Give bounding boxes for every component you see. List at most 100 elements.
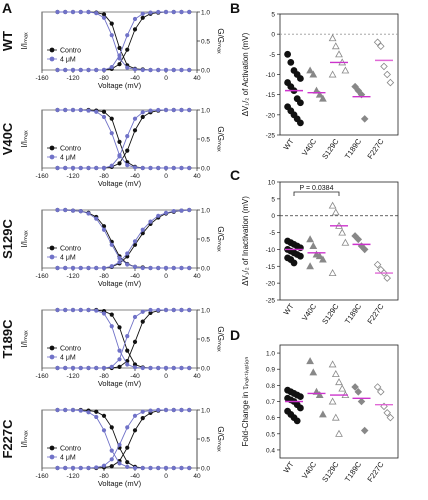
data-point bbox=[386, 78, 395, 87]
legend-label-drug: 4 μM bbox=[60, 255, 76, 262]
data-point bbox=[171, 107, 176, 113]
data-point bbox=[63, 165, 68, 171]
data-point bbox=[331, 413, 340, 421]
data-point bbox=[109, 448, 114, 453]
data-point bbox=[341, 66, 350, 74]
data-point bbox=[156, 107, 161, 113]
right-axis-label: G/Gₘₐₓ bbox=[216, 28, 225, 54]
row-label: S129C bbox=[0, 219, 15, 259]
group-t189c bbox=[351, 82, 371, 123]
iv-plot-t189c: T189C I/Iₘₐₓ G/Gₘₐₓ 0.0 0.5 1.0 -160 -120 -80 -40… bbox=[0, 308, 225, 389]
data-point bbox=[296, 252, 304, 260]
data-point bbox=[163, 9, 169, 15]
y-tick-label: 0.8 bbox=[266, 383, 275, 390]
panel-d: 1.0 0.9 0.8 0.7 0.6 0.5 0.4 Fold-Change in τᵢₙₐ… bbox=[241, 344, 399, 484]
data-point bbox=[140, 165, 145, 171]
panel-letter-a: A bbox=[2, 0, 12, 16]
x-axis-label: Voltage (mV) bbox=[98, 379, 142, 388]
data-point bbox=[94, 465, 99, 470]
x-axis-label: Voltage (mV) bbox=[98, 479, 142, 488]
data-point bbox=[148, 408, 153, 413]
data-point bbox=[109, 425, 114, 430]
data-point bbox=[101, 413, 107, 418]
data-point bbox=[132, 67, 138, 72]
data-point bbox=[171, 465, 176, 471]
category-label: S129C bbox=[320, 137, 341, 161]
data-point bbox=[132, 128, 138, 133]
y-tick-label: -15 bbox=[266, 264, 276, 271]
group-f227c bbox=[373, 38, 395, 87]
row-label: F227C bbox=[0, 419, 15, 459]
category-label: V40C bbox=[300, 302, 318, 323]
data-point bbox=[78, 107, 83, 113]
data-point bbox=[140, 15, 145, 20]
x-tick-label: 0 bbox=[164, 173, 168, 180]
data-point bbox=[55, 67, 60, 73]
y-tick-label: 0.0 bbox=[201, 466, 210, 473]
data-point bbox=[309, 242, 318, 250]
y-tick-label: 0.0 bbox=[201, 166, 210, 173]
data-point bbox=[109, 242, 114, 247]
x-tick-label: 40 bbox=[193, 173, 201, 180]
data-point bbox=[360, 426, 369, 435]
data-point bbox=[125, 460, 130, 465]
data-point bbox=[179, 208, 184, 213]
legend-label-drug: 4 μM bbox=[60, 355, 76, 362]
left-axis-label: I/Iₘₐₓ bbox=[20, 430, 29, 448]
right-axis-label: G/Gₘₐₓ bbox=[216, 426, 225, 452]
significance-bracket bbox=[293, 191, 340, 196]
y-tick-label: 0.5 bbox=[201, 437, 210, 444]
data-point bbox=[140, 409, 145, 414]
group-s129c bbox=[328, 34, 350, 78]
data-point bbox=[101, 114, 107, 120]
group-wt bbox=[284, 50, 304, 127]
data-point bbox=[94, 109, 99, 114]
data-point bbox=[132, 16, 138, 22]
data-point bbox=[373, 38, 382, 46]
series-line bbox=[57, 11, 190, 71]
y-tick-label: -20 bbox=[266, 112, 276, 119]
data-point bbox=[117, 348, 122, 353]
plot-frame bbox=[279, 181, 399, 301]
data-point bbox=[156, 165, 161, 171]
category-label: T189C bbox=[343, 302, 364, 326]
panel-letters: A B C D bbox=[2, 0, 240, 343]
x-tick-label: -120 bbox=[66, 373, 79, 380]
data-point bbox=[315, 252, 324, 260]
group-s129c bbox=[328, 201, 350, 276]
data-point bbox=[94, 308, 99, 313]
data-point bbox=[63, 407, 68, 413]
data-point bbox=[357, 90, 366, 99]
y-tick-label: -10 bbox=[266, 72, 276, 79]
x-tick-label: -80 bbox=[99, 473, 109, 480]
data-point bbox=[383, 409, 391, 417]
data-point bbox=[351, 82, 359, 91]
data-point bbox=[331, 370, 340, 378]
data-point bbox=[55, 407, 60, 413]
data-point bbox=[132, 362, 138, 367]
x-tick-label: 40 bbox=[193, 473, 201, 480]
y-tick-label: 0.5 bbox=[266, 431, 275, 438]
data-point bbox=[156, 213, 161, 218]
data-point bbox=[86, 265, 91, 271]
category-label: F227C bbox=[365, 137, 386, 161]
data-point bbox=[132, 365, 138, 370]
row-label: T189C bbox=[0, 319, 15, 359]
data-point bbox=[109, 457, 114, 462]
data-point bbox=[101, 15, 107, 20]
data-point bbox=[101, 67, 107, 73]
series-line bbox=[57, 409, 190, 469]
data-point bbox=[70, 265, 76, 271]
x-tick-label: -40 bbox=[130, 173, 140, 180]
data-point bbox=[331, 42, 340, 50]
data-point bbox=[148, 465, 153, 471]
data-point bbox=[306, 235, 314, 243]
data-point bbox=[315, 90, 324, 98]
data-point bbox=[125, 334, 130, 339]
iv-plot-wt: WT I/Iₘₐₓ G/Gₘₐₓ 0.0 0.5 1.0 -160 -120 -80 -40 0 40… bbox=[0, 10, 225, 91]
data-point bbox=[335, 378, 343, 386]
data-point bbox=[163, 365, 169, 371]
y-tick-label: 0.5 bbox=[201, 337, 210, 344]
panel-c: 10 5 0 -5 -10 -15 -20 -25 ΔV₁/₂ of Inactivation … bbox=[241, 180, 399, 326]
